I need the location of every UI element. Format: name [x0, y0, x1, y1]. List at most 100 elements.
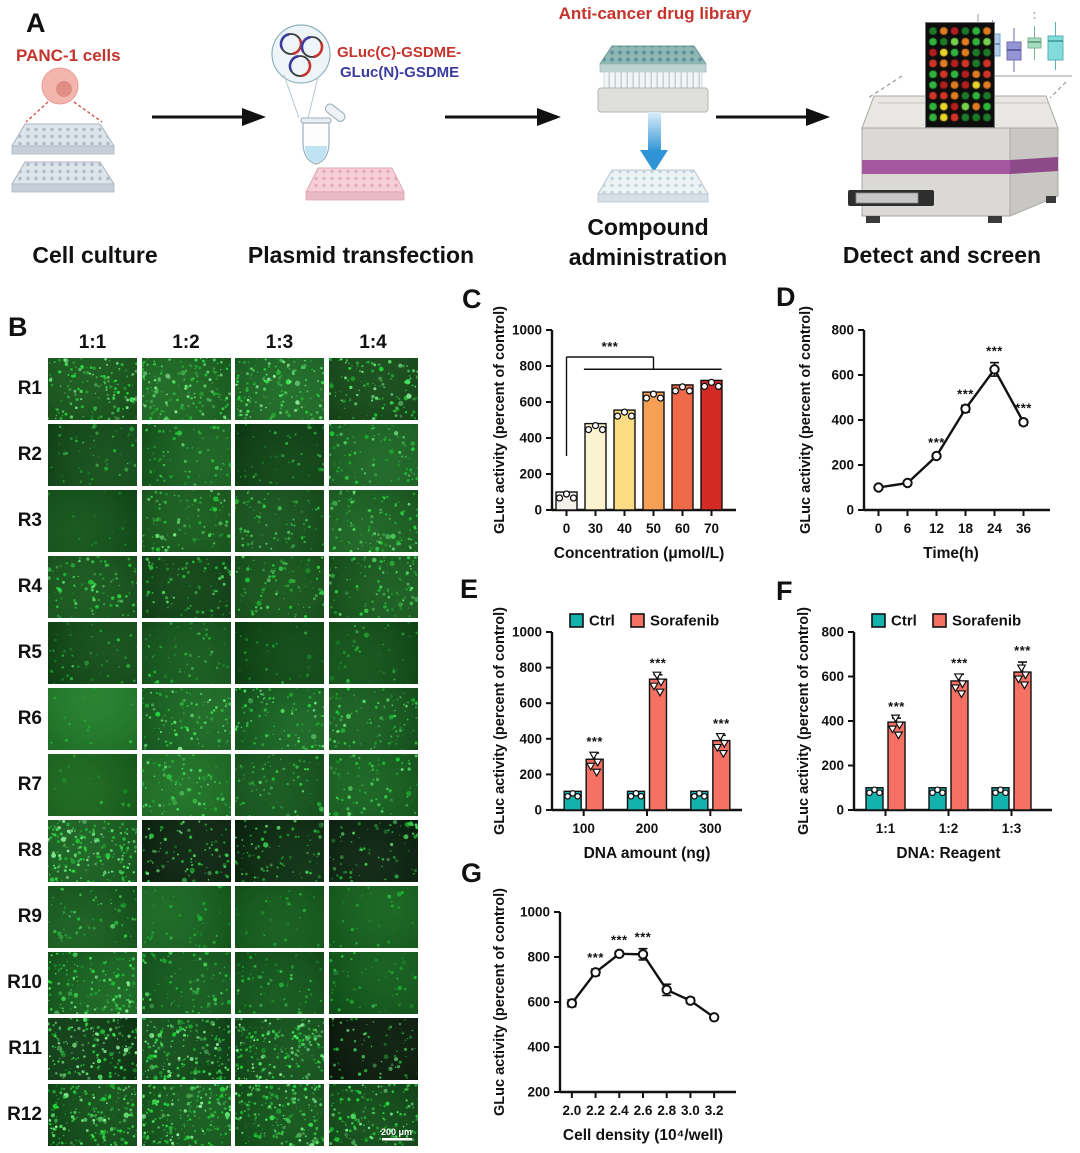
svg-text:1:1: 1:1: [876, 821, 896, 836]
svg-text:2.4: 2.4: [610, 1103, 629, 1118]
svg-text:0: 0: [534, 503, 542, 518]
svg-text:600: 600: [527, 995, 550, 1010]
caption-line-2: administration: [568, 244, 728, 270]
svg-text:30: 30: [588, 521, 603, 536]
panel-e-label: E: [460, 574, 479, 604]
svg-text:24: 24: [987, 521, 1003, 536]
svg-text:***: ***: [888, 699, 905, 714]
svg-text:3.2: 3.2: [705, 1103, 724, 1118]
fluorescence-image-R9-1:4: [328, 886, 418, 948]
fluorescence-image-R1-1:3: [235, 358, 324, 420]
fluorescence-image-R11-1:4: [328, 1018, 418, 1080]
plot-data: *** *** *** ***: [873, 344, 1032, 493]
legend-swatch-Ctrl: [871, 613, 886, 628]
svg-text:2.0: 2.0: [562, 1103, 581, 1118]
axes: 0 200 400 600 800 1000 100 200 300: [512, 625, 742, 836]
fluorescence-image-R2-1:1: [48, 424, 137, 486]
svg-text:600: 600: [519, 696, 542, 711]
fluorescence-image-R12-1:4: [328, 1084, 418, 1146]
svg-text:36: 36: [1016, 521, 1032, 536]
fluorescence-image-R6-1:4: [328, 688, 418, 750]
axes: 0 200 400 600 800 0 6 12 18 24 36: [831, 323, 1050, 536]
svg-text:800: 800: [519, 660, 542, 675]
row-label-R11: R11: [8, 1038, 42, 1059]
panel-a-label: A: [26, 8, 46, 38]
svg-text:***: ***: [602, 339, 619, 354]
y-axis-label: GLuc activity (percent of control): [492, 607, 508, 835]
culture-plates-icon: [11, 123, 115, 193]
svg-text:40: 40: [617, 521, 632, 536]
svg-text:50: 50: [646, 521, 661, 536]
fluorescence-image-R4-1:1: [48, 556, 137, 618]
svg-text:***: ***: [635, 930, 652, 945]
fluorescence-image-R9-1:2: [141, 886, 231, 948]
svg-text:200: 200: [519, 467, 542, 482]
fluorescence-image-R6-1:1: [48, 688, 137, 750]
row-label-R5: R5: [17, 642, 42, 663]
dispense-arrow-icon: [640, 112, 668, 172]
fluorescence-image-R9-1:3: [235, 886, 324, 948]
svg-text:800: 800: [831, 323, 854, 338]
arrow-right-icon: [716, 108, 830, 126]
row-label-R9: R9: [17, 906, 42, 927]
panel-f-label: F: [776, 576, 793, 606]
fluorescence-image-R3-1:2: [141, 490, 231, 552]
svg-text:***: ***: [650, 656, 667, 671]
legend-label-Ctrl: Ctrl: [589, 613, 615, 630]
svg-text:1:2: 1:2: [939, 821, 959, 836]
panel-d-label: D: [776, 282, 796, 312]
fluorescence-image-R4-1:2: [141, 556, 231, 618]
svg-text:400: 400: [831, 413, 854, 428]
drug-library-label: Anti-cancer drug library: [558, 4, 752, 23]
step-caption-detect-and-screen: Detect and screen: [842, 242, 1042, 268]
fluorescence-image-R10-1:4: [328, 952, 418, 1014]
cell-zoom-dashed-lines: [25, 101, 103, 123]
row-label-R2: R2: [17, 444, 42, 465]
svg-text:2.2: 2.2: [586, 1103, 605, 1118]
fluorescence-image-R2-1:2: [141, 424, 231, 486]
svg-text:200: 200: [519, 767, 542, 782]
column-header-1:1: 1:1: [78, 332, 107, 353]
legend-label-Sorafenib: Sorafenib: [952, 613, 1021, 630]
svg-text:0: 0: [846, 503, 854, 518]
svg-text:400: 400: [527, 1040, 550, 1055]
panel-b-label: B: [8, 312, 28, 342]
column-header-1:2: 1:2: [172, 332, 200, 353]
svg-text:800: 800: [821, 625, 844, 640]
microtube-icon: [300, 103, 346, 165]
svg-text:***: ***: [986, 344, 1003, 359]
plot-data: *** *** ***: [865, 643, 1032, 811]
svg-text:1:3: 1:3: [1002, 821, 1022, 836]
svg-text:200: 200: [831, 458, 854, 473]
x-axis-label: Time(h): [923, 545, 979, 562]
legend-swatch-Sorafenib: [630, 613, 645, 628]
fluorescence-image-R4-1:3: [235, 556, 324, 618]
fluorescence-image-R7-1:2: [141, 754, 231, 816]
step-caption-plasmid-transfection: Plasmid transfection: [247, 242, 475, 268]
svg-text:200: 200: [527, 1085, 550, 1100]
fluorescence-image-R5-1:4: [328, 622, 418, 684]
svg-text:400: 400: [519, 431, 542, 446]
panel-c-label: C: [462, 284, 482, 314]
svg-text:1000: 1000: [512, 323, 542, 338]
legend-label-Ctrl: Ctrl: [891, 613, 917, 630]
fluorescence-image-R9-1:1: [48, 886, 137, 948]
y-axis-label: GLuc activity (percent of control): [492, 306, 508, 534]
axes: 200 400 600 800 1000 2.0 2.2 2.4 2.6 2.8 3.0 3.2: [520, 905, 736, 1118]
svg-text:600: 600: [821, 669, 844, 684]
chart-g-line: 200 400 600 800 1000 2.0 2.2 2.4 2.6 2.8 3.0 3.2 Cel…: [492, 888, 736, 1144]
svg-text:100: 100: [572, 821, 595, 836]
fluorescence-image-R3-1:4: [328, 490, 418, 552]
column-header-1:4: 1:4: [359, 332, 387, 353]
y-axis-label: GLuc activity (percent of control): [796, 607, 812, 835]
svg-text:400: 400: [519, 731, 542, 746]
svg-text:1000: 1000: [520, 905, 550, 920]
fluorescence-image-R8-1:1: [48, 820, 137, 882]
row-label-R12: R12: [7, 1104, 42, 1125]
fluorescence-image-R7-1:4: [328, 754, 418, 816]
row-label-R10: R10: [7, 972, 42, 993]
row-label-R3: R3: [17, 510, 42, 531]
